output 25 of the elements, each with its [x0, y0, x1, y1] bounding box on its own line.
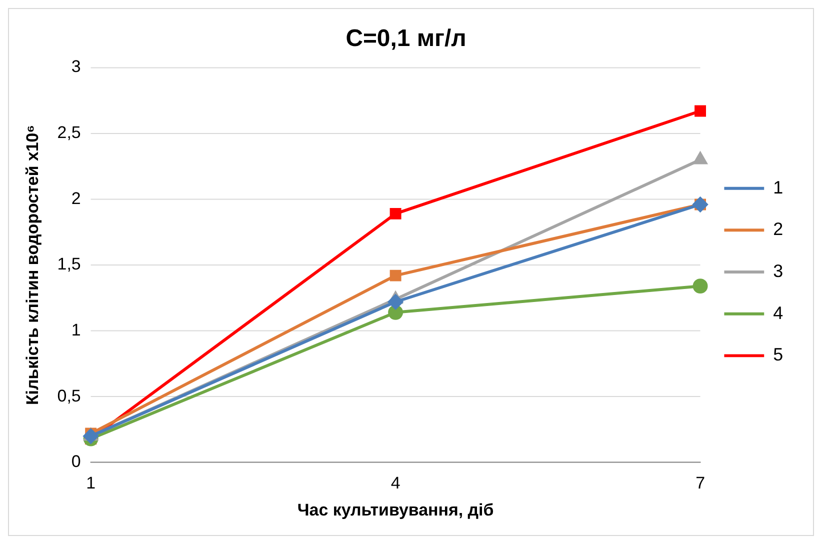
point — [388, 304, 404, 320]
point — [692, 278, 708, 294]
point — [390, 270, 402, 282]
point — [390, 208, 402, 220]
chart-title: C=0,1 мг/л — [346, 24, 466, 52]
point — [694, 152, 707, 164]
x-axis-title: Час культивування, діб — [297, 500, 494, 520]
y-tick-label: 1 — [71, 320, 81, 340]
y-tick-label: 2,5 — [57, 123, 81, 142]
y-tick-label: 0 — [71, 452, 81, 472]
legend-label: 4 — [773, 302, 784, 323]
x-tick-label: 7 — [696, 473, 705, 492]
y-tick-label: 2 — [71, 188, 81, 208]
legend-label: 5 — [773, 344, 784, 365]
x-tick-label: 1 — [86, 473, 96, 492]
legend-label: 3 — [773, 260, 784, 281]
legend-label: 1 — [773, 177, 784, 198]
point — [388, 294, 404, 310]
point — [694, 105, 706, 117]
legend-label: 2 — [773, 219, 784, 240]
y-tick-label: 3 — [71, 57, 81, 76]
y-axis-title: Кількість клітин водоростей x10⁶ — [22, 125, 42, 406]
y-tick-label: 0,5 — [57, 386, 81, 406]
x-tick-label: 4 — [390, 473, 400, 492]
y-tick-label: 1,5 — [57, 254, 81, 274]
